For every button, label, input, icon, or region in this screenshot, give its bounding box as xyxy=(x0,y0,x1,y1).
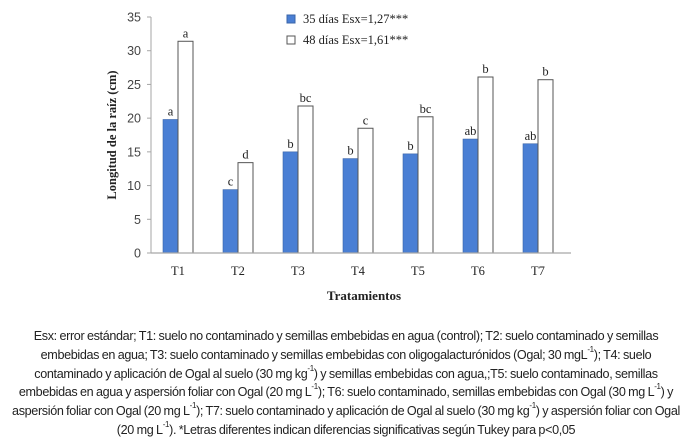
x-axis-label: Tratamientos xyxy=(327,288,401,303)
y-axis: 0 5 10 15 20 25 30 35 xyxy=(127,11,152,261)
caption-text: ); T4: suelo contaminado y aplicación de… xyxy=(34,347,652,381)
x-tick-label: T7 xyxy=(531,264,545,278)
y-tick-label: 30 xyxy=(127,44,141,58)
caption-superscript: -1 xyxy=(529,401,536,411)
x-tick-label: T6 xyxy=(471,264,485,278)
legend-label: 48 días Esx=1,61*** xyxy=(303,33,408,47)
x-tick-label: T3 xyxy=(291,264,305,278)
bar-T6-series2 xyxy=(477,76,494,254)
y-tick-label: 5 xyxy=(134,213,141,227)
caption-text: ) y aspersión foliar con Ogal (20 mg L xyxy=(12,385,674,419)
x-axis: T1 T2 T3 T4 T5 T6 T7 xyxy=(151,252,571,278)
caption-superscript: -1 xyxy=(587,344,594,354)
significance-letter: a xyxy=(183,26,189,40)
x-tick-label: T4 xyxy=(351,264,366,278)
bar-T1-series2 xyxy=(177,40,194,254)
caption-superscript: -1 xyxy=(189,401,197,411)
y-axis-label: Longitud de la raíz (cm) xyxy=(105,70,119,199)
y-tick-label: 10 xyxy=(127,179,141,193)
significance-letter: c xyxy=(228,175,234,189)
significance-letter: a xyxy=(168,104,174,118)
caption-superscript: -1 xyxy=(162,419,170,429)
significance-letter: b xyxy=(287,137,293,151)
bar-T3-series2 xyxy=(297,105,314,254)
caption-superscript: -1 xyxy=(654,382,661,392)
significance-letter: b xyxy=(542,65,548,79)
caption-superscript: -1 xyxy=(307,363,314,373)
significance-letter: b xyxy=(347,144,353,158)
bar-T3-series1 xyxy=(282,151,299,254)
significance-letter: c xyxy=(363,113,369,127)
caption-text: ) y semillas embebidas con agua,;T5: sue… xyxy=(18,366,658,400)
bar-T2-series2 xyxy=(237,162,254,254)
y-tick-label: 20 xyxy=(127,112,141,126)
caption-text: ); T6: suelo contaminado, semillas embeb… xyxy=(317,385,655,400)
caption-text: ) y aspersión foliar con Ogal (20 mg L xyxy=(116,404,681,437)
caption-text: ); T7: suelo contaminado y aplicación de… xyxy=(196,404,530,419)
y-tick-label: 35 xyxy=(127,11,141,25)
y-tick-label: 15 xyxy=(127,145,141,159)
significance-letter: bc xyxy=(300,91,312,105)
bar-T5-series2 xyxy=(417,116,434,254)
y-tick-label: 25 xyxy=(127,78,141,92)
figure-caption: Esx: error estándar; T1: suelo no contam… xyxy=(8,327,684,440)
x-tick-label: T1 xyxy=(171,264,185,278)
significance-letter: b xyxy=(407,139,413,153)
legend-swatch xyxy=(286,35,296,45)
x-tick-label: T2 xyxy=(231,264,245,278)
x-tick-label: T5 xyxy=(411,264,425,278)
bar-T7-series2 xyxy=(537,79,554,254)
significance-letter: ab xyxy=(465,124,477,138)
caption-superscript: -1 xyxy=(311,382,318,392)
bar-T7-series1 xyxy=(522,143,539,254)
caption-text: Esx: error estándar; T1: suelo no contam… xyxy=(33,329,659,362)
bar-T2-series1 xyxy=(222,189,239,254)
legend: 35 días Esx=1,27*** 48 días Esx=1,61*** xyxy=(286,12,408,47)
bar-T6-series1 xyxy=(462,138,479,254)
legend-swatch xyxy=(286,14,296,24)
significance-letter: ab xyxy=(525,129,537,143)
bar-T5-series1 xyxy=(402,153,419,254)
caption-text: ). *Letras diferentes indican diferencia… xyxy=(169,422,576,437)
legend-label: 35 días Esx=1,27*** xyxy=(303,12,408,26)
significance-letter: b xyxy=(482,62,488,76)
bar-T4-series2 xyxy=(357,127,374,254)
bar-T1-series1 xyxy=(162,119,179,254)
y-tick-label: 0 xyxy=(134,247,141,261)
bar-T4-series1 xyxy=(342,158,359,254)
significance-letter: d xyxy=(242,148,249,162)
significance-letter: bc xyxy=(420,102,432,116)
